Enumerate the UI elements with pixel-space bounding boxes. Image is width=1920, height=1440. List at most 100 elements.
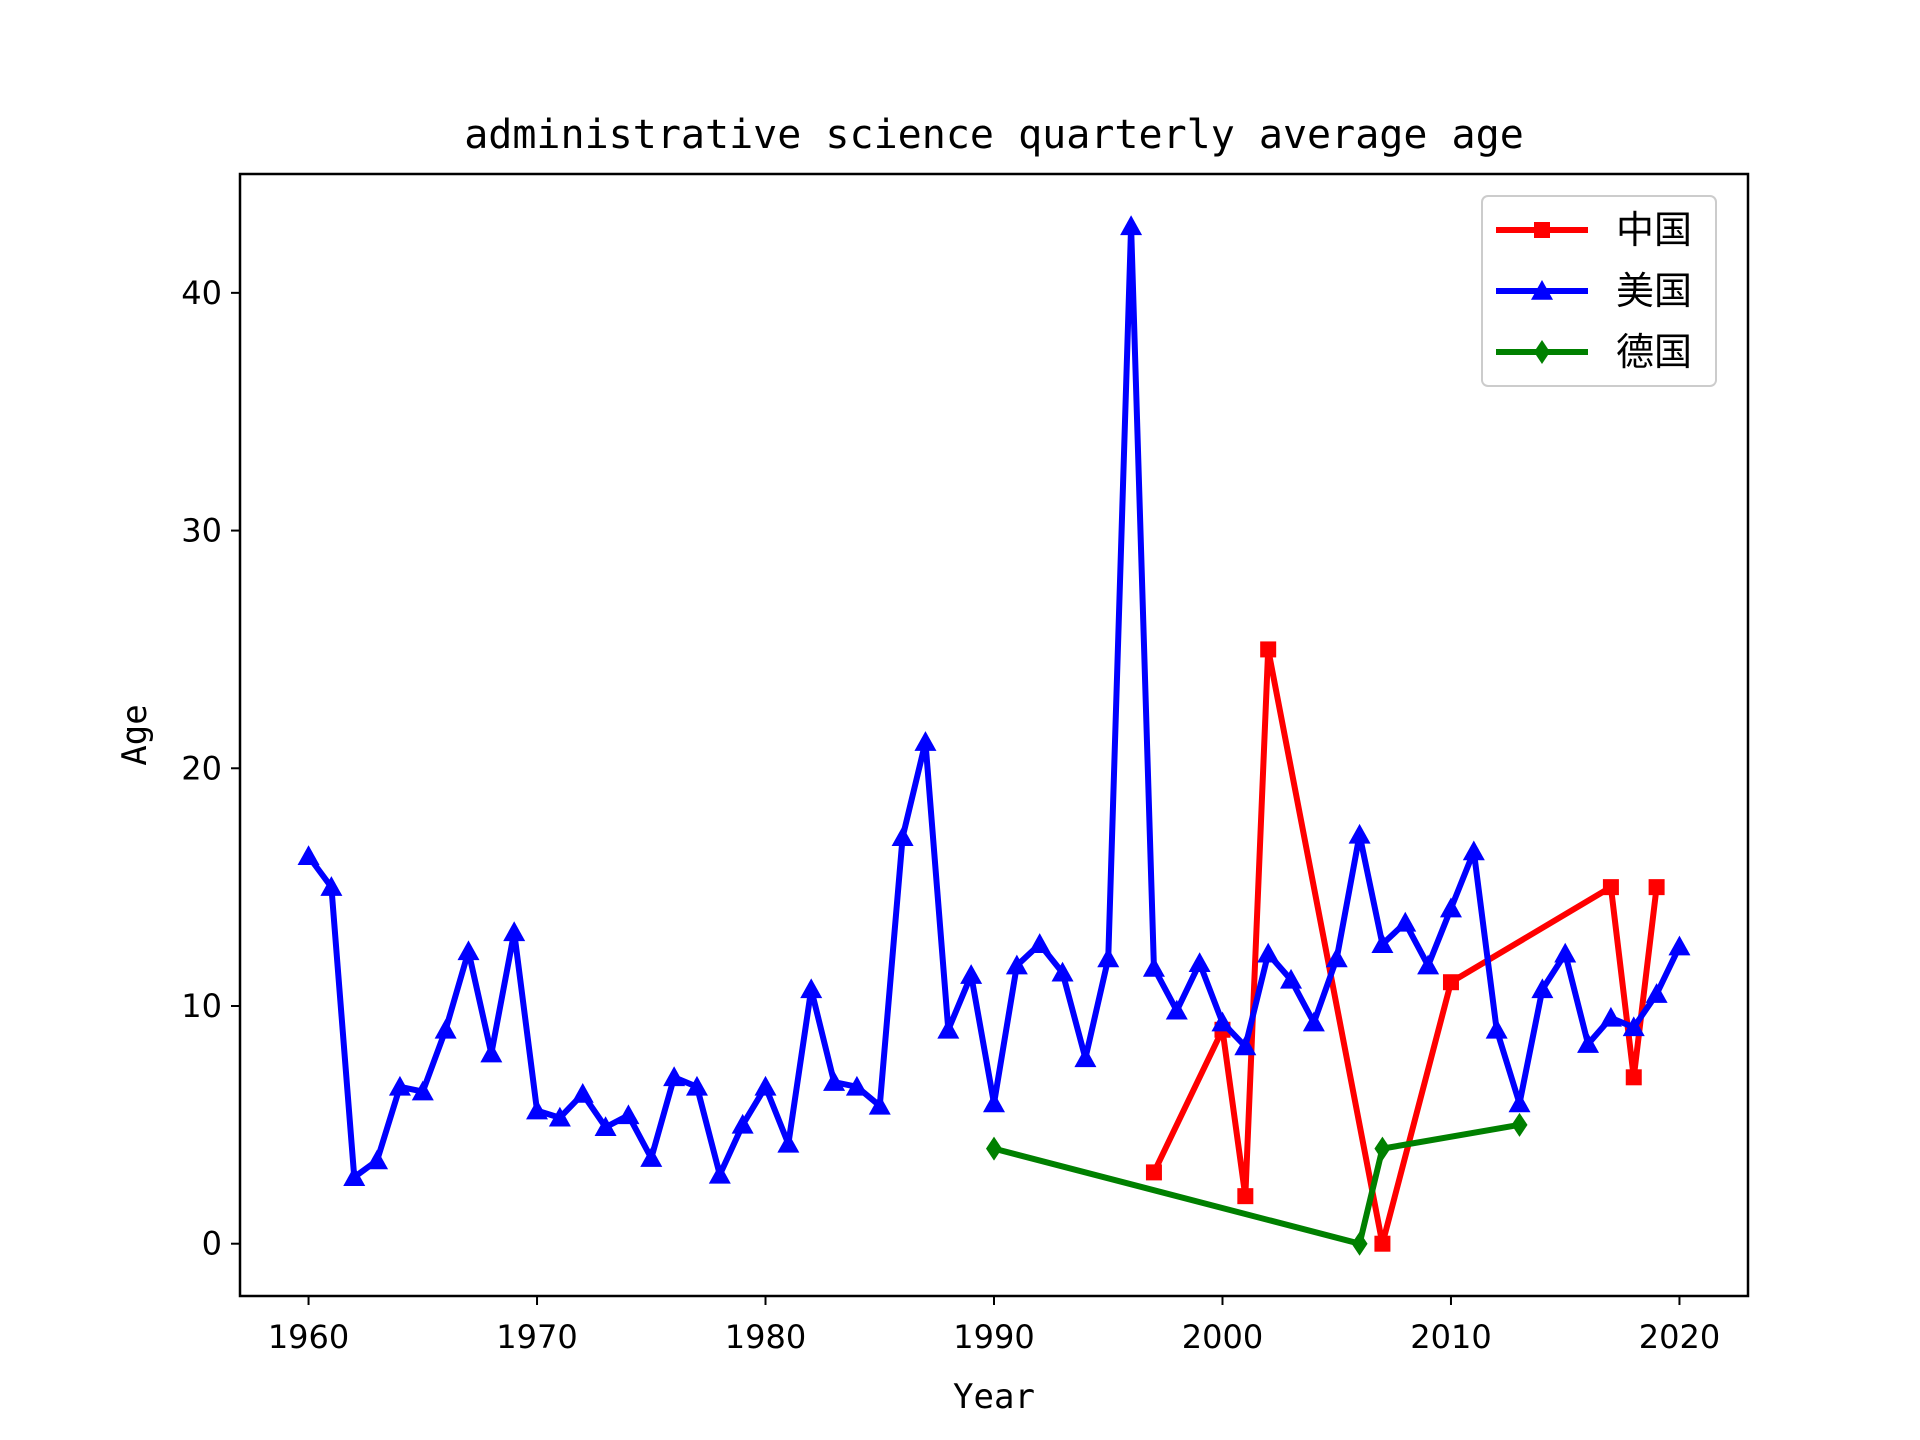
data-point — [1142, 956, 1165, 977]
x-tick-label: 1970 — [496, 1318, 577, 1356]
data-point — [320, 876, 343, 896]
legend-marker — [1534, 340, 1550, 364]
y-axis: 0 10 20 30 40 — [181, 274, 240, 1263]
data-point — [571, 1082, 594, 1103]
data-point — [1371, 933, 1394, 953]
x-axis-label: Year — [953, 1377, 1035, 1417]
data-point — [1531, 978, 1554, 999]
data-point — [1260, 641, 1277, 658]
data-point — [1599, 1006, 1622, 1027]
legend-entry: 中国 — [1496, 208, 1692, 252]
data-point — [1237, 1188, 1254, 1205]
legend-marker — [1531, 280, 1553, 300]
data-point — [1394, 911, 1417, 932]
data-point — [548, 1106, 571, 1127]
data-point — [1485, 1018, 1508, 1039]
series-line — [990, 1121, 1523, 1247]
data-point — [1325, 947, 1348, 968]
data-point — [594, 1116, 617, 1137]
data-point — [1145, 1164, 1162, 1181]
data-point — [1602, 879, 1619, 896]
data-point — [663, 1066, 686, 1087]
data-point — [411, 1080, 434, 1101]
data-point — [868, 1094, 891, 1115]
data-point — [480, 1042, 503, 1063]
data-point — [914, 731, 937, 751]
series-3 — [986, 1112, 1528, 1256]
y-axis-label: Age — [115, 704, 155, 765]
data-point — [1351, 1231, 1368, 1256]
x-tick-label: 1980 — [725, 1318, 806, 1356]
y-tick-label: 10 — [181, 987, 222, 1025]
plot-area — [297, 215, 1691, 1256]
data-point — [434, 1018, 457, 1039]
data-point — [366, 1149, 389, 1170]
data-point — [1280, 968, 1303, 989]
data-point — [617, 1104, 640, 1125]
data-point — [1508, 1092, 1531, 1113]
y-tick-label: 30 — [181, 512, 222, 550]
y-tick-label: 20 — [181, 749, 222, 787]
data-point — [1120, 215, 1143, 236]
data-point — [1211, 1011, 1234, 1032]
data-point — [731, 1113, 754, 1134]
data-point — [845, 1075, 868, 1096]
legend-entry: 德国 — [1496, 330, 1692, 374]
series-line — [1149, 646, 1660, 1247]
data-point — [640, 1147, 663, 1167]
data-point — [1374, 1136, 1391, 1161]
legend-label: 德国 — [1616, 330, 1692, 374]
data-point — [754, 1075, 777, 1096]
data-point — [891, 826, 914, 847]
data-point — [1622, 1016, 1645, 1037]
legend-entry: 美国 — [1496, 269, 1692, 313]
data-point — [937, 1018, 960, 1039]
data-point — [1234, 1035, 1257, 1056]
data-point — [1051, 961, 1074, 982]
data-point — [1442, 974, 1459, 991]
data-point — [1005, 954, 1028, 975]
data-point — [503, 921, 526, 942]
data-point — [457, 940, 480, 961]
data-point — [1348, 823, 1371, 844]
x-axis: 1960 1970 1980 1990 2000 2010 2020 — [268, 1296, 1720, 1356]
data-point — [388, 1075, 411, 1096]
data-point — [1577, 1033, 1600, 1053]
data-point — [526, 1099, 549, 1120]
data-point — [983, 1092, 1005, 1113]
x-tick-label: 1990 — [953, 1318, 1034, 1356]
legend-marker — [1534, 222, 1550, 238]
data-point — [1165, 999, 1188, 1020]
data-point — [1648, 879, 1665, 896]
data-point — [1554, 942, 1577, 963]
data-point — [1668, 935, 1691, 956]
legend-label: 美国 — [1616, 269, 1692, 313]
data-point — [1097, 947, 1120, 968]
data-point — [1028, 933, 1051, 953]
data-point — [343, 1166, 366, 1186]
data-point — [685, 1075, 708, 1096]
data-point — [1439, 897, 1462, 918]
data-point — [1257, 942, 1280, 963]
x-tick-label: 2020 — [1639, 1318, 1720, 1356]
data-point — [1074, 1047, 1097, 1068]
chart-title: administrative science quarterly average… — [464, 112, 1524, 158]
series-line — [304, 223, 1684, 1181]
series-1 — [1145, 641, 1665, 1252]
data-point — [1188, 952, 1211, 973]
y-tick-label: 0 — [202, 1225, 222, 1263]
data-point — [1462, 840, 1485, 861]
data-point — [1511, 1112, 1528, 1137]
x-tick-label: 2010 — [1410, 1318, 1491, 1356]
data-point — [777, 1132, 800, 1153]
data-point — [1625, 1069, 1642, 1086]
x-tick-label: 1960 — [268, 1318, 349, 1356]
x-tick-label: 2000 — [1182, 1318, 1263, 1356]
data-point — [708, 1163, 731, 1184]
data-point — [1302, 1011, 1325, 1032]
series-2 — [297, 215, 1691, 1186]
data-point — [986, 1136, 1002, 1161]
legend-box — [1481, 195, 1717, 387]
